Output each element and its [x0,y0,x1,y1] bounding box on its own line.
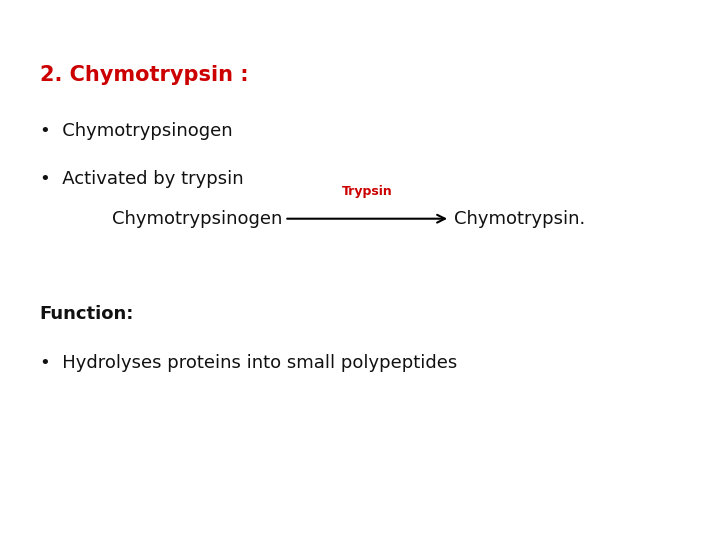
Text: •  Hydrolyses proteins into small polypeptides: • Hydrolyses proteins into small polypep… [40,354,457,372]
Text: Chymotrypsinogen: Chymotrypsinogen [112,210,282,228]
Text: •  Chymotrypsinogen: • Chymotrypsinogen [40,122,233,139]
Text: Trypsin: Trypsin [342,185,392,198]
Text: 2. Chymotrypsin :: 2. Chymotrypsin : [40,65,248,85]
Text: Chymotrypsin.: Chymotrypsin. [454,210,585,228]
Text: Function:: Function: [40,305,134,323]
Text: •  Activated by trypsin: • Activated by trypsin [40,170,243,188]
